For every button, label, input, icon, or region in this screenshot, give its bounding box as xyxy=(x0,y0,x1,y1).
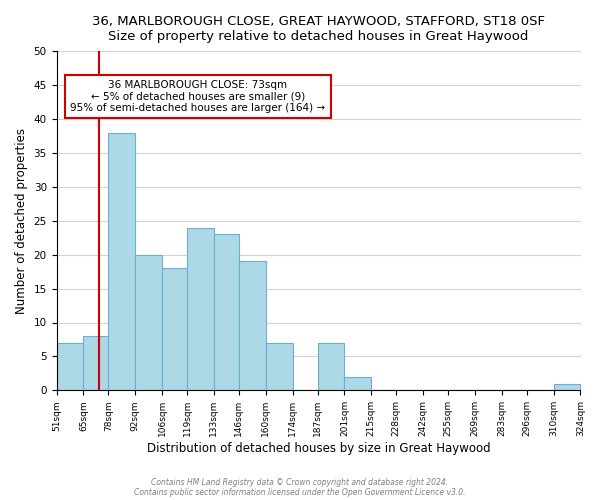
Text: Contains HM Land Registry data © Crown copyright and database right 2024.
Contai: Contains HM Land Registry data © Crown c… xyxy=(134,478,466,497)
Bar xyxy=(317,343,344,390)
Bar xyxy=(109,132,135,390)
Bar xyxy=(162,268,187,390)
Text: 36 MARLBOROUGH CLOSE: 73sqm
← 5% of detached houses are smaller (9)
95% of semi-: 36 MARLBOROUGH CLOSE: 73sqm ← 5% of deta… xyxy=(70,80,326,113)
X-axis label: Distribution of detached houses by size in Great Haywood: Distribution of detached houses by size … xyxy=(147,442,490,455)
Title: 36, MARLBOROUGH CLOSE, GREAT HAYWOOD, STAFFORD, ST18 0SF
Size of property relati: 36, MARLBOROUGH CLOSE, GREAT HAYWOOD, ST… xyxy=(92,15,545,43)
Bar xyxy=(344,377,371,390)
Bar xyxy=(554,384,580,390)
Bar xyxy=(187,228,214,390)
Bar xyxy=(266,343,293,390)
Bar xyxy=(214,234,239,390)
Bar xyxy=(83,336,109,390)
Bar xyxy=(135,254,162,390)
Bar xyxy=(56,343,83,390)
Bar xyxy=(239,262,266,390)
Y-axis label: Number of detached properties: Number of detached properties xyxy=(15,128,28,314)
